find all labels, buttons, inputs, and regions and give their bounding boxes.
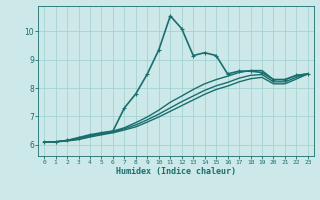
X-axis label: Humidex (Indice chaleur): Humidex (Indice chaleur) [116, 167, 236, 176]
